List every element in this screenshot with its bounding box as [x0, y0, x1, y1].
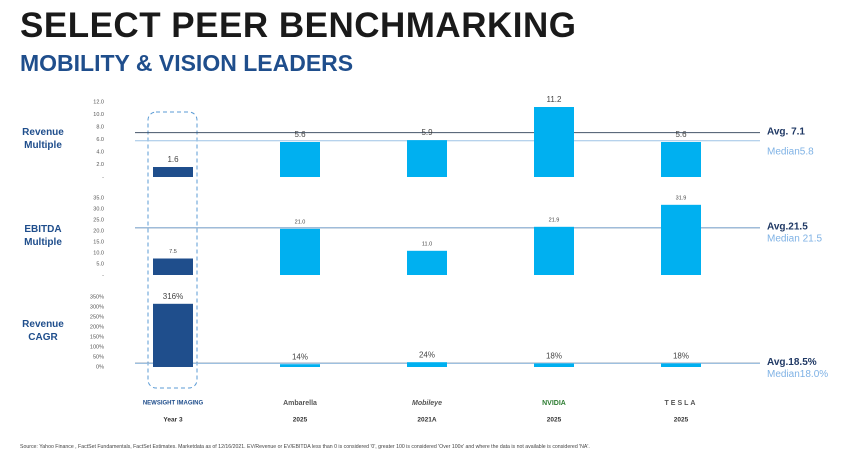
bar	[280, 364, 320, 367]
company-year: 2021A	[417, 417, 436, 424]
y-tick-label: 20.0	[93, 228, 104, 234]
bar	[534, 107, 574, 177]
y-tick-label: 4.0	[96, 149, 104, 155]
value-label: 18%	[673, 352, 689, 361]
y-tick-label: 100%	[90, 344, 104, 350]
y-axis-label: EBITDA Multiple	[24, 223, 62, 248]
y-tick-label: 5.0	[96, 261, 104, 267]
highlight-box	[147, 111, 198, 389]
bar	[153, 167, 193, 177]
y-axis-label: Revenue Multiple	[22, 126, 64, 151]
y-tick-label: 8.0	[96, 124, 104, 130]
value-label: 5.9	[421, 128, 433, 137]
company-logo: NEWSIGHT IMAGING	[143, 401, 204, 407]
y-tick-label: -	[102, 174, 104, 180]
value-label: 7.5	[169, 249, 177, 255]
avg-label: Avg.21.5	[767, 221, 808, 232]
y-tick-label: 15.0	[93, 239, 104, 245]
value-label: 18%	[546, 352, 562, 361]
y-axis-label: Revenue CAGR	[22, 319, 64, 343]
value-label: 21.9	[549, 217, 560, 223]
bar	[407, 140, 447, 177]
company-year: Year 3	[163, 417, 183, 424]
y-tick-label: 150%	[90, 334, 104, 340]
bar	[661, 142, 701, 177]
bar	[280, 142, 320, 177]
value-label: 5.6	[294, 130, 306, 139]
avg-label: Avg.18.5%	[767, 357, 817, 368]
company-logo: Ambarella	[283, 400, 317, 407]
bar	[661, 363, 701, 367]
value-label: 14%	[292, 352, 308, 361]
footnote: Source: Yahoo Finance , FactSet Fundamen…	[20, 444, 590, 450]
company-year: 2025	[547, 417, 562, 424]
y-tick-label: 200%	[90, 324, 104, 330]
value-label: 11.0	[422, 241, 432, 247]
subtitle: MOBILITY & VISION LEADERS	[20, 50, 354, 76]
value-label: 316%	[163, 292, 183, 301]
value-label: 24%	[419, 350, 435, 359]
y-tick-label: 50%	[93, 354, 104, 360]
title: SELECT PEER BENCHMARKING	[20, 6, 577, 45]
median-label: Median 21.5	[767, 233, 822, 244]
y-tick-label: 2.0	[96, 162, 104, 168]
y-tick-label: 250%	[90, 314, 104, 320]
bar	[153, 258, 193, 275]
bar	[534, 363, 574, 367]
bar	[280, 228, 320, 275]
value-label: 31.9	[676, 195, 687, 201]
bar	[534, 226, 574, 275]
value-label: 5.6	[675, 130, 687, 139]
y-tick-label: -	[102, 272, 104, 278]
y-tick-label: 35.0	[93, 195, 104, 201]
y-tick-label: 10.0	[93, 250, 104, 256]
median-label: Median5.8	[767, 146, 814, 157]
company-logo: Mobileye	[412, 400, 442, 407]
bar	[407, 250, 447, 275]
bar	[407, 362, 447, 367]
company-year: 2025	[674, 417, 689, 424]
company-year: 2025	[293, 417, 308, 424]
y-tick-label: 30.0	[93, 206, 104, 212]
y-tick-label: 0%	[96, 364, 104, 370]
y-tick-label: 25.0	[93, 217, 104, 223]
bar	[661, 204, 701, 275]
company-logo: TESLA	[665, 400, 698, 407]
avg-label: Avg. 7.1	[767, 126, 805, 137]
y-tick-label: 350%	[90, 294, 104, 300]
y-tick-label: 10.0	[93, 112, 104, 118]
median-label: Median18.0%	[767, 369, 828, 380]
y-tick-label: 300%	[90, 304, 104, 310]
bar	[153, 303, 193, 367]
y-tick-label: 12.0	[93, 99, 104, 105]
value-label: 11.2	[547, 95, 563, 104]
value-label: 21.0	[295, 219, 306, 225]
company-logo: NVIDIA	[542, 400, 566, 407]
y-tick-label: 6.0	[96, 137, 104, 143]
value-label: 1.6	[167, 155, 179, 164]
